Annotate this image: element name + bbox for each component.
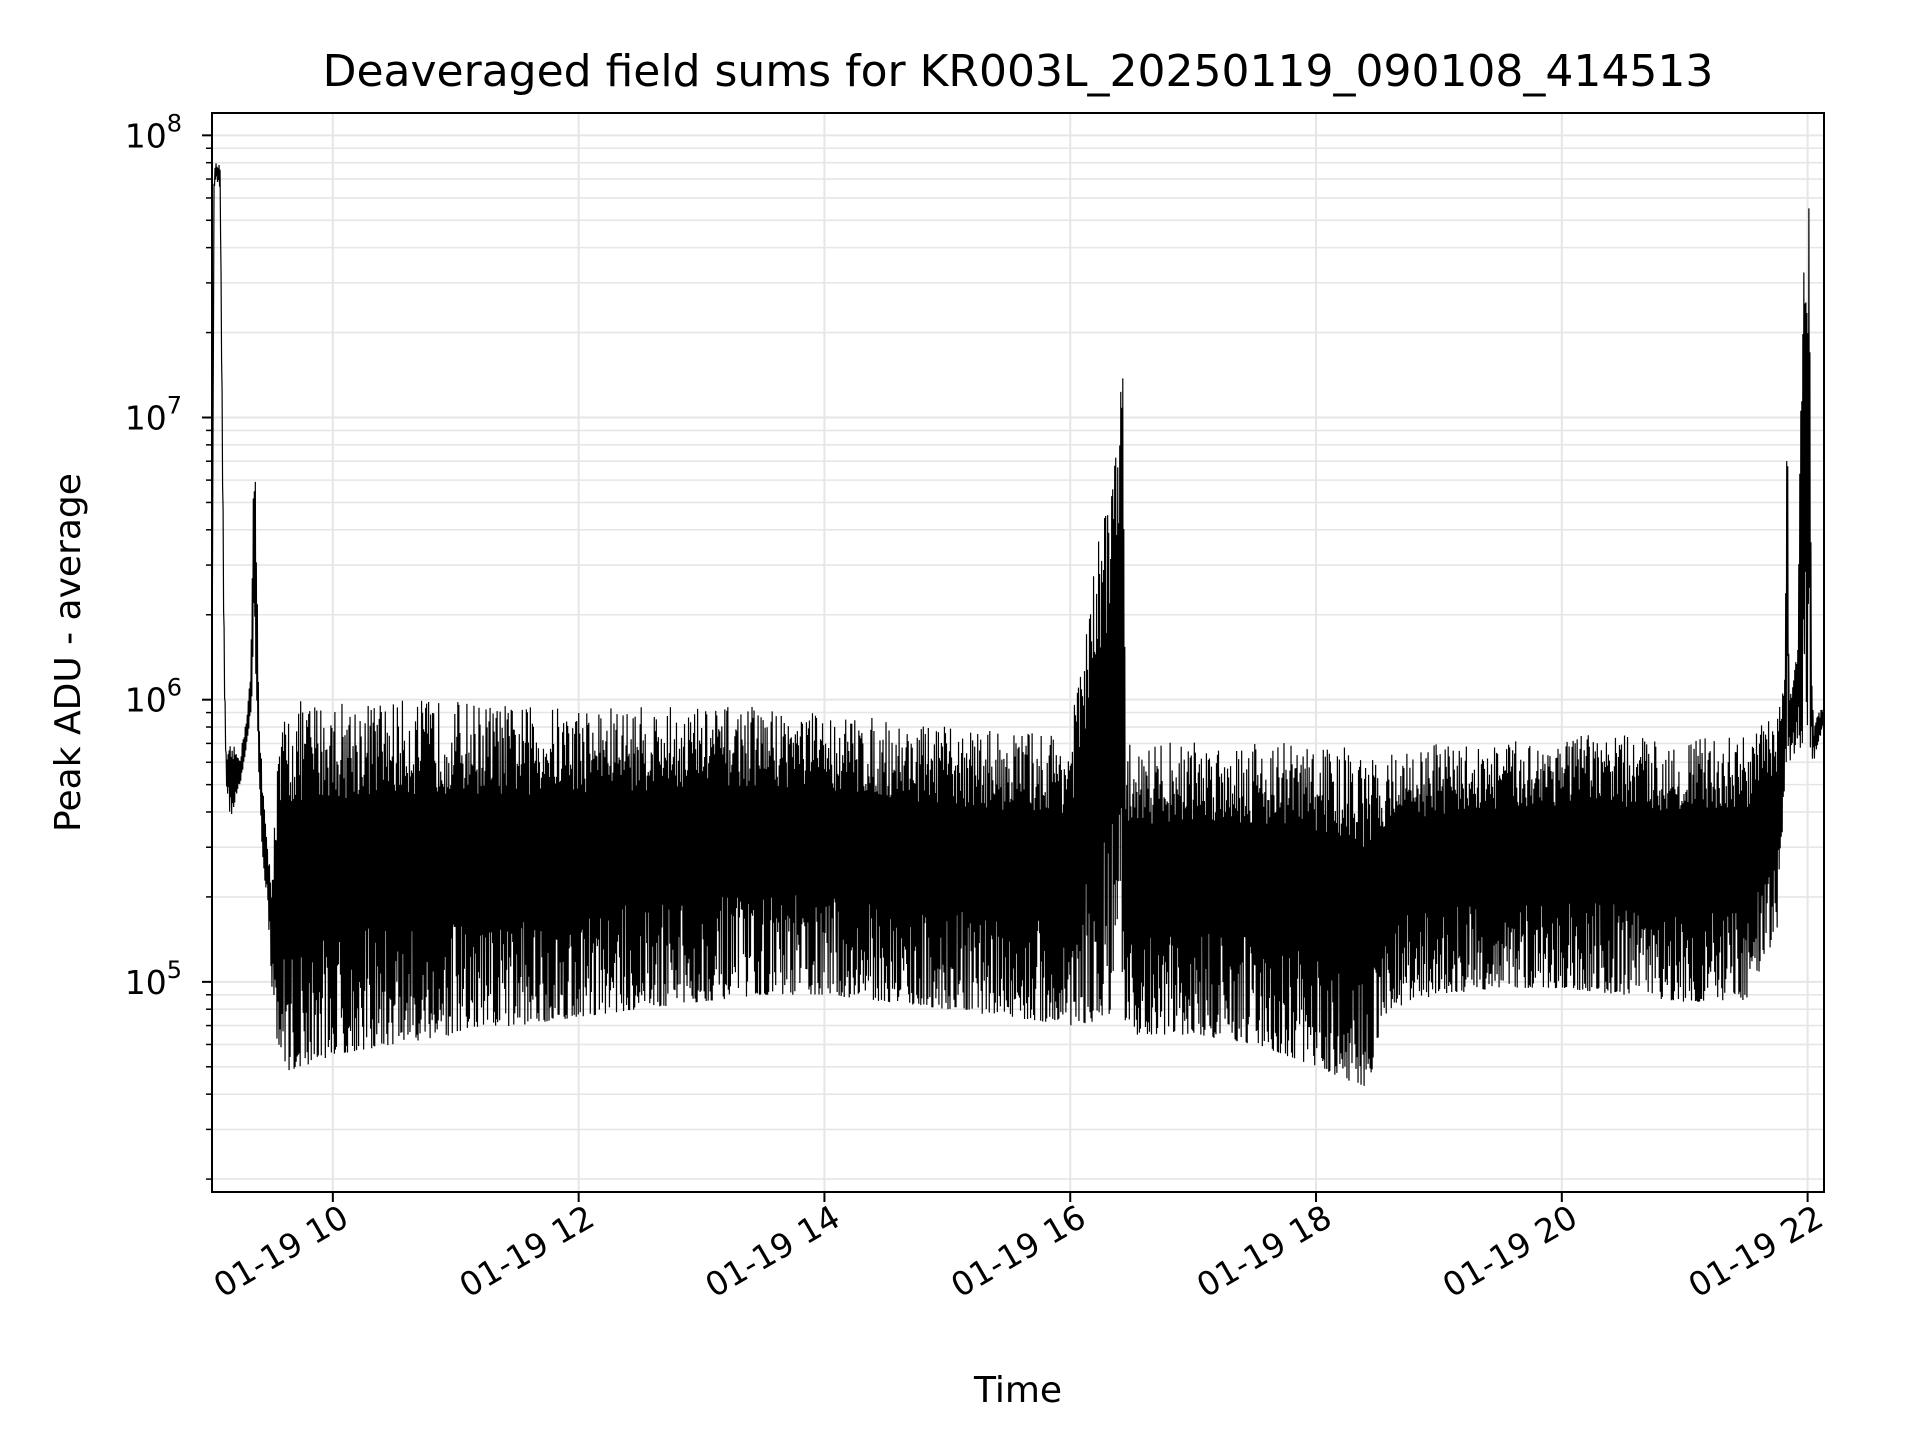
y-axis-label: Peak ADU - average	[48, 473, 89, 832]
y-tick-label: 106	[125, 674, 182, 720]
y-axis: 105 106 107 108	[125, 109, 212, 1180]
y-tick-label: 105	[125, 956, 182, 1002]
chart-title: Deaveraged field sums for KR003L_2025011…	[323, 46, 1714, 97]
x-axis-label: Time	[973, 1370, 1062, 1411]
series-line	[211, 163, 1825, 1086]
y-tick-label: 108	[125, 109, 182, 155]
series-path	[211, 163, 1825, 1086]
y-tick-label: 107	[125, 392, 182, 438]
plot-frame	[211, 112, 1825, 1193]
